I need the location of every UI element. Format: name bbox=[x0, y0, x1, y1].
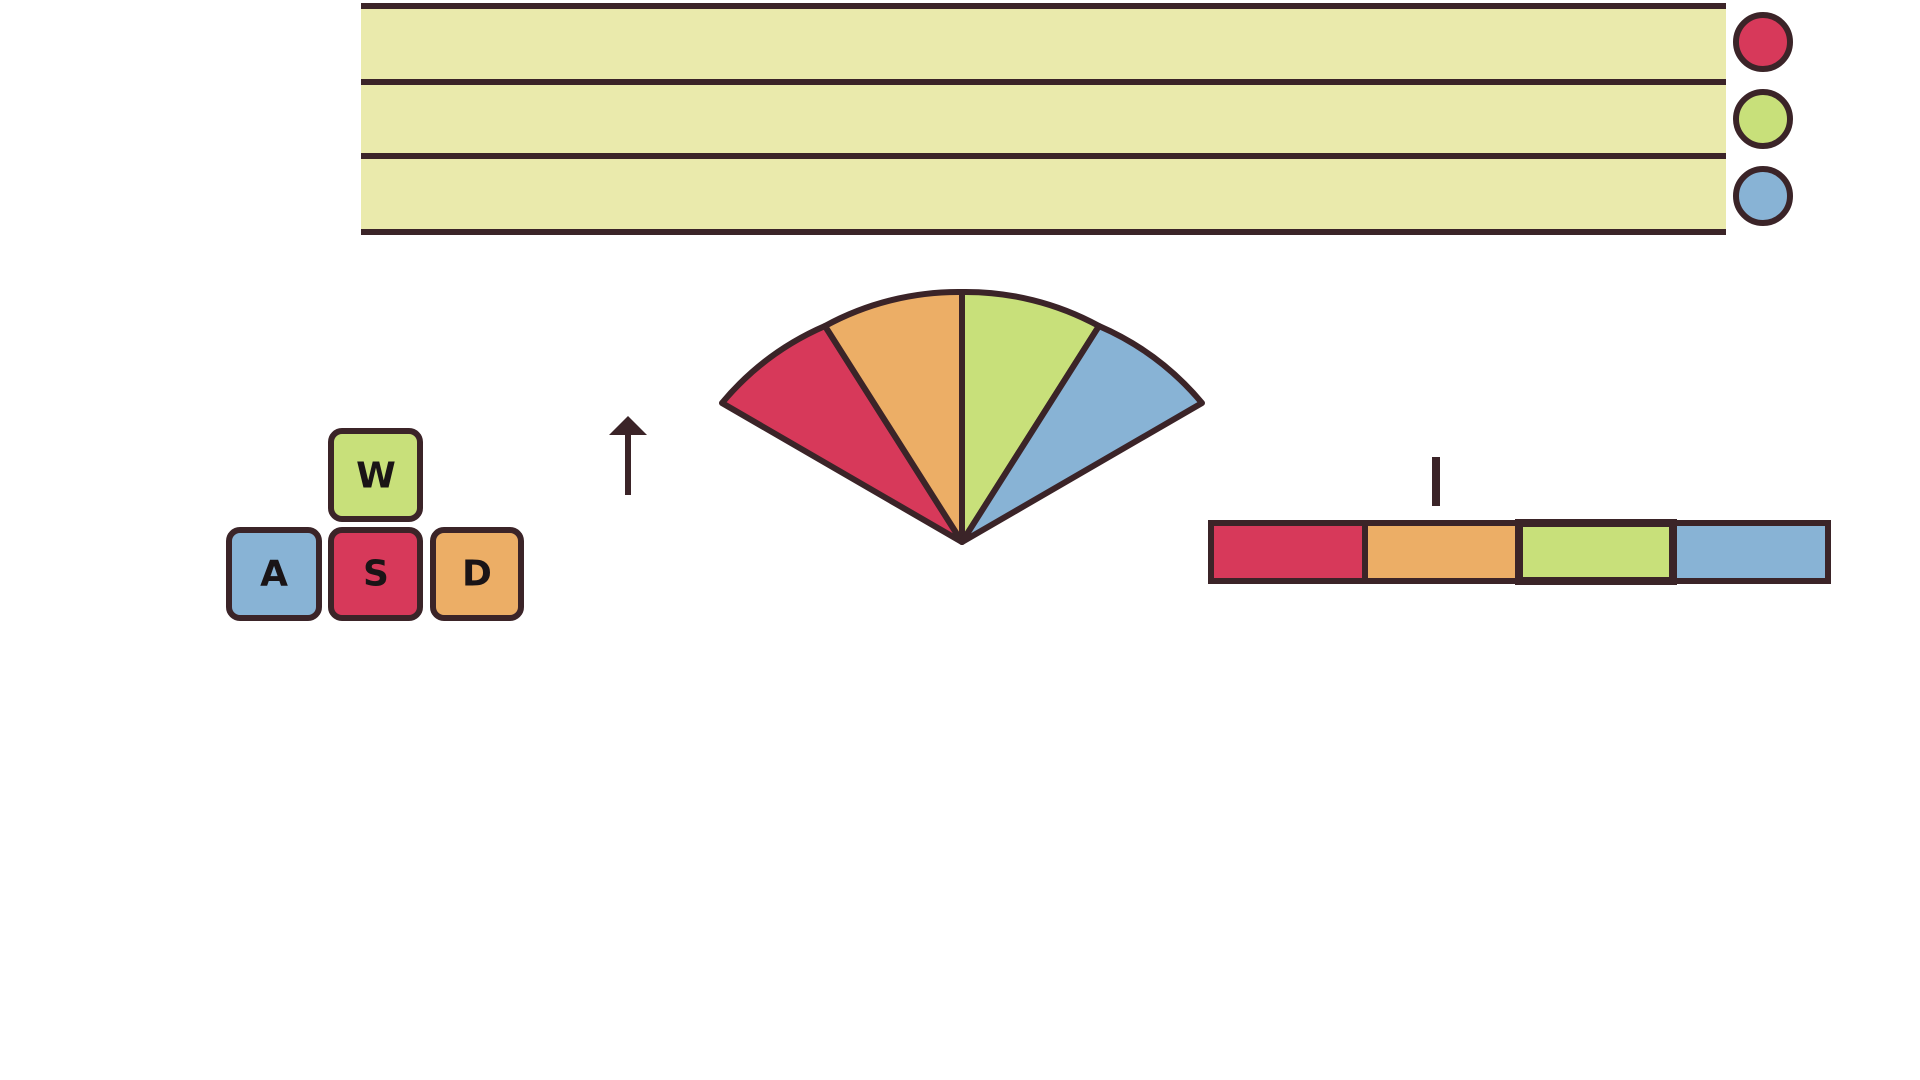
color-bar bbox=[1208, 457, 1831, 585]
color-fan bbox=[719, 288, 1205, 545]
lane-board bbox=[361, 3, 1726, 235]
fan-segment-green bbox=[959, 288, 1102, 545]
key-d-label: D bbox=[462, 554, 492, 595]
lane-indicator-blue bbox=[1733, 166, 1793, 226]
lane-2 bbox=[361, 82, 1726, 156]
arrow-up-icon bbox=[609, 416, 647, 495]
key-w[interactable]: W bbox=[328, 428, 423, 522]
wasd-keys: W A S D bbox=[226, 428, 524, 621]
color-bar-segment-orange bbox=[1362, 520, 1522, 584]
lane-indicator-red bbox=[1733, 12, 1793, 72]
key-w-label: W bbox=[356, 456, 396, 497]
key-s-label: S bbox=[363, 554, 389, 595]
fan-segment-blue bbox=[959, 323, 1205, 545]
lane-indicator-green bbox=[1733, 89, 1793, 149]
color-bar-segment-green bbox=[1515, 519, 1677, 585]
lane-1 bbox=[361, 5, 1726, 82]
lane-3 bbox=[361, 156, 1726, 232]
color-bar-segment-blue bbox=[1670, 520, 1831, 584]
key-a[interactable]: A bbox=[226, 527, 322, 621]
lane-indicators bbox=[1733, 12, 1793, 226]
key-d[interactable]: D bbox=[430, 527, 524, 621]
color-bar-segment-red bbox=[1208, 520, 1368, 584]
fan-segment-red bbox=[719, 323, 965, 545]
key-s[interactable]: S bbox=[328, 527, 423, 621]
fan-segment-orange bbox=[822, 288, 965, 545]
key-a-label: A bbox=[260, 554, 288, 595]
